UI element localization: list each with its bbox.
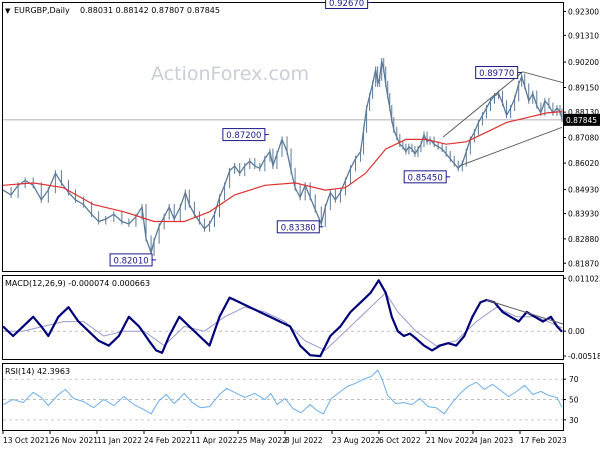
annotation-label: 0.89770 bbox=[479, 69, 514, 79]
macd-tick-label: -0.005182 bbox=[568, 352, 600, 361]
rsi-layer bbox=[3, 370, 563, 420]
price-tick-label: 0.86020 bbox=[568, 159, 599, 168]
annotation-label: 0.83380 bbox=[281, 223, 316, 233]
time-tick-label: 13 Oct 2021 bbox=[3, 436, 50, 445]
rsi-tick-label: 70 bbox=[569, 375, 579, 384]
price-tick-label: 0.82880 bbox=[568, 235, 599, 244]
header-symbol: EURGBP,Daily bbox=[14, 6, 70, 15]
time-tick-label: 21 Nov 2022 bbox=[426, 436, 474, 445]
channel-line bbox=[443, 72, 523, 137]
macd-trendline bbox=[486, 300, 563, 324]
time-tick-label: 17 Feb 2023 bbox=[520, 436, 567, 445]
macd-panel-frame bbox=[3, 276, 564, 360]
price-tick-label: 0.92300 bbox=[568, 7, 599, 16]
macd-tick-label: 0.011023 bbox=[568, 274, 600, 283]
watermark: ActionForex.com bbox=[151, 63, 309, 85]
price-tick-label: 0.81870 bbox=[568, 259, 599, 268]
annotation-label: 0.85450 bbox=[408, 173, 443, 183]
channel-line bbox=[523, 72, 563, 83]
time-tick-label: 8 Jul 2022 bbox=[285, 436, 323, 445]
price-tick-label: 0.90200 bbox=[568, 58, 599, 67]
price-tick-label: 0.84930 bbox=[568, 185, 599, 194]
time-tick-label: 24 Feb 2022 bbox=[144, 436, 191, 445]
rsi-tick-label: 50 bbox=[569, 396, 579, 405]
macd-axis: 0.011023 0.00 -0.005182 bbox=[563, 274, 600, 361]
rsi-line bbox=[3, 370, 562, 414]
price-tick-label: 0.89150 bbox=[568, 84, 599, 93]
annotation-label: 0.82010 bbox=[114, 256, 149, 266]
rsi-tick-label: 30 bbox=[569, 416, 579, 425]
header-arrow: ▼ bbox=[5, 7, 11, 15]
header-ohlc: 0.88031 0.88142 0.87807 0.87845 bbox=[80, 6, 220, 15]
time-tick-label: 4 Jan 2023 bbox=[473, 436, 513, 445]
time-tick-label: 26 Nov 2021 bbox=[50, 436, 98, 445]
time-tick-label: 6 Oct 2022 bbox=[379, 436, 421, 445]
price-tick-label: 0.91310 bbox=[568, 31, 599, 40]
time-tick-label: 11 Jan 2022 bbox=[97, 436, 142, 445]
current-price-label: 0.87845 bbox=[566, 116, 597, 125]
price-layer: 0.92670 0.87200 0.83380 0.82010 0.85450 0.897… bbox=[3, 0, 563, 266]
annotation-label: 0.92670 bbox=[329, 0, 364, 9]
macd-line bbox=[3, 280, 562, 356]
macd-tick-label: 0.00 bbox=[568, 327, 585, 336]
time-tick-label: 25 May 2022 bbox=[238, 436, 287, 445]
time-tick-label: 11 Apr 2022 bbox=[191, 436, 238, 445]
macd-title: MACD(12,26,9) -0.000074 0.000663 bbox=[5, 279, 150, 288]
rsi-panel-frame bbox=[3, 364, 564, 431]
annotation-label: 0.87200 bbox=[226, 131, 261, 141]
rsi-title: RSI(14) 42.3963 bbox=[5, 367, 70, 376]
time-tick-label: 23 Aug 2022 bbox=[332, 436, 380, 445]
macd-layer bbox=[3, 280, 563, 356]
price-axis: 0.923000.913100.902000.891500.881300.870… bbox=[563, 7, 600, 268]
price-tick-label: 0.83930 bbox=[568, 210, 599, 219]
price-tick-label: 0.87080 bbox=[568, 133, 599, 142]
rsi-axis: 70 50 30 bbox=[563, 375, 579, 425]
